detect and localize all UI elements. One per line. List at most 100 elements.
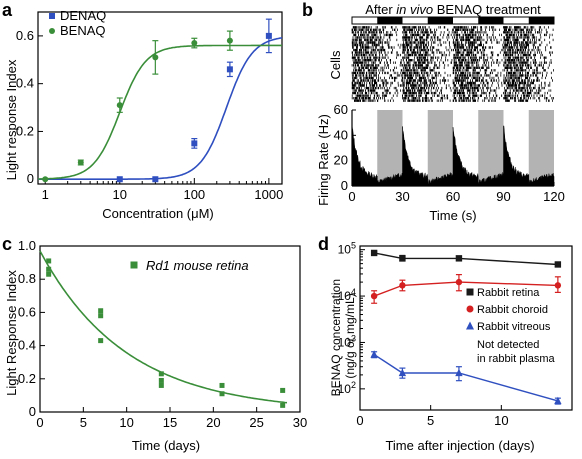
light-stimulus-dark-segment [377,17,403,24]
title-b: After in vivo BENAQ treatment [365,2,541,17]
line-rabbit-retina [373,252,558,266]
xtick-label-a: 100 [183,187,205,202]
xtick-label-c: 0 [36,415,43,430]
point-rabbit-choroid [455,278,463,286]
light-stimulus-dark-segment [478,17,504,24]
point-rabbit-choroid [399,282,406,289]
xtick-label-c: 20 [206,415,220,430]
fit-curve-denaq [38,37,283,180]
point-denaq [152,176,159,183]
legend-marker-rabbit-retina [466,288,474,296]
xlabel-a: Concentration (μM) [102,206,214,221]
ytick-label-a: 0.6 [16,28,34,43]
xtick-label-c: 30 [293,415,307,430]
legend-marker-rd1 [130,261,138,269]
point-rd1 [280,402,286,408]
xtick-label-c: 25 [249,415,263,430]
point-denaq [191,140,198,147]
chart-d: BENAQ concentration (ng/g or mg/mL) Time… [329,241,573,453]
ytick-label-d: 103 [338,333,356,349]
xtick-label-c: 15 [163,415,177,430]
xtick-label-b: 30 [395,189,409,204]
ytick-label-d: 105 [338,241,356,257]
chart-a: Light response Index Concentration (μM) … [4,8,283,221]
hist-ylabel-b: Firing Rate (Hz) [316,114,331,206]
xtick-label-a: 1000 [254,187,283,202]
xtick-label-a: 1 [42,187,49,202]
point-rabbit-vitreous [554,396,562,405]
xtick-label-d: 0 [356,413,363,428]
ytick-label-c: 1.0 [18,238,36,253]
legend-d-note: Not detected in rabbit plasma [477,339,556,365]
point-rabbit-vitreous [398,368,407,377]
xtick-label-b: 0 [348,189,355,204]
raster-spikes [351,26,554,102]
xtick-label-c: 10 [119,415,133,430]
point-rd1 [219,382,225,388]
point-rd1 [280,387,286,393]
ytick-label-b: 60 [334,102,348,117]
line-rabbit-choroid [373,281,558,297]
point-rabbit-retina [370,249,378,257]
point-rabbit-vitreous [370,350,378,358]
point-rd1 [98,338,104,344]
xlabel-b: Time (s) [429,208,476,223]
panel-label-d: d [318,234,329,254]
line-rabbit-vitreous [373,353,559,402]
ytick-label-d: 102 [338,380,356,396]
legend-label-benaq: BENAQ [60,23,106,38]
point-denaq [265,32,272,39]
ytick-label-c: 0 [29,404,36,419]
legend-d-note-line1: Not detected [477,339,539,351]
ytick-label-a: 0.4 [16,76,34,91]
legend-marker-denaq [49,13,55,19]
point-rabbit-retina [399,255,406,262]
legend-c-label: Rd1 mouse retina [146,258,249,273]
point-rd1 [98,308,104,314]
title-b-part1: After [365,2,396,17]
point-benaq [226,37,233,44]
legend-marker-rabbit-choroid [466,305,474,313]
point-denaq [116,176,123,183]
xlabel-d: Time after injection (days) [385,438,534,453]
point-benaq [42,176,49,183]
point-benaq [152,54,159,61]
xlabel-c: Time (days) [132,438,200,453]
ytick-label-d: 104 [338,287,356,303]
title-b-part2: in vivo [396,2,433,17]
xtick-label-b: 120 [543,189,565,204]
legend-d-note-line2: in rabbit plasma [477,353,556,365]
panel-label-b: b [302,0,313,20]
ytick-label-c: 0.2 [18,371,36,386]
legend-marker-rabbit-vitreous [466,321,474,330]
ytick-label-b: 20 [334,153,348,168]
point-rd1 [46,258,52,264]
legend-marker-benaq [49,28,55,34]
ytick-label-c: 0.8 [18,271,36,286]
light-off-shading [528,110,554,186]
point-rd1 [158,377,164,383]
chart-b: After in vivo BENAQ treatment Cells Firi… [316,2,565,223]
point-benaq [191,40,198,47]
point-rd1 [219,391,225,397]
fit-curve-benaq [38,44,282,180]
plot-frame-a [37,11,283,185]
point-rd1 [158,382,164,388]
point-denaq [226,66,233,73]
point-benaq [77,159,84,166]
ylabel-a: Light response Index [4,59,19,180]
point-rabbit-vitreous [455,368,463,377]
firing-rate-histogram [351,123,555,187]
point-rd1 [46,271,52,277]
xtick-label-b: 90 [496,189,510,204]
point-rd1 [98,313,104,319]
xtick-label-d: 10 [494,413,508,428]
point-rabbit-retina [554,261,562,268]
legend-label-rabbit-vitreous: Rabbit vitreous [477,321,551,333]
ylabel-d: BENAQ concentration (ng/g or mg/mL) [329,276,357,397]
light-stimulus-dark-segment [427,17,453,24]
ylabel-c: Light Response Index [4,270,19,396]
chart-c: Light Response Index Time (days) Rd1 mou… [4,238,307,453]
ytick-label-b: 0 [341,178,348,193]
light-off-shading [427,110,453,186]
